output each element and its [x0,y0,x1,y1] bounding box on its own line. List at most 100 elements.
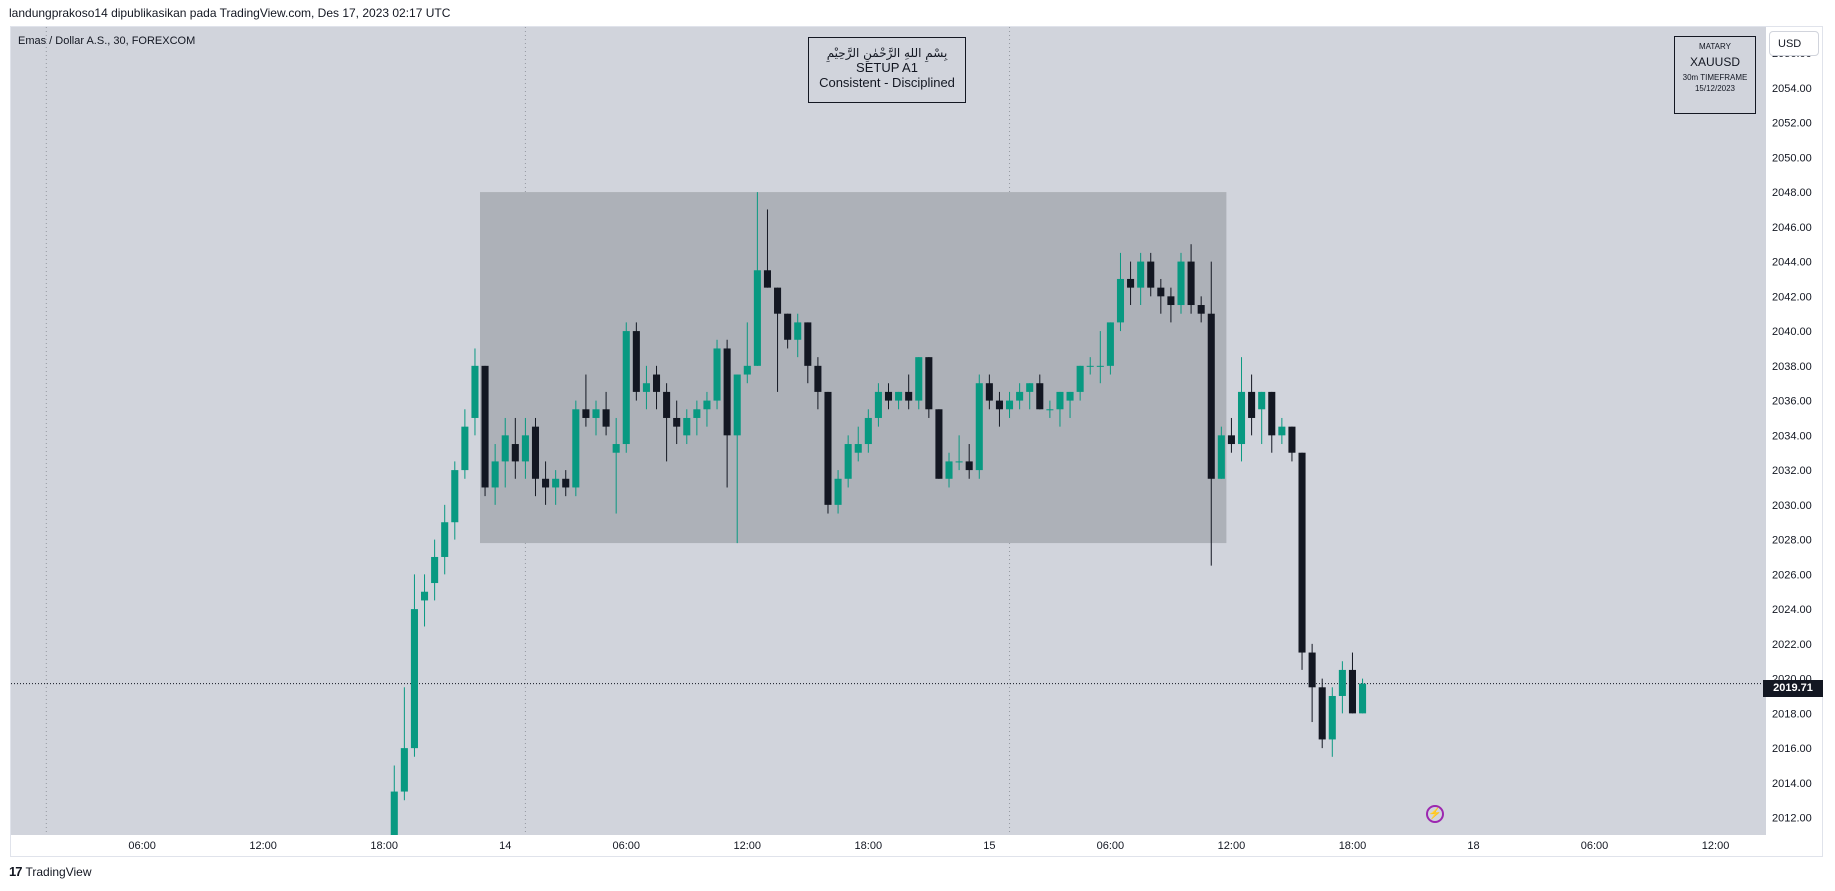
candle-body-bull [895,391,903,401]
time-tick-label: 12:00 [1218,840,1246,852]
candle-body-bull [945,461,953,479]
info-author: MATARY [1698,42,1731,51]
candle-body-bear [1348,669,1356,714]
price-tick-label: 2026.00 [1772,569,1812,581]
candle-body-bull [521,435,529,462]
price-tick-label: 2024.00 [1772,604,1812,616]
candle-body-bull [1046,409,1054,411]
candle-body-bear [542,478,550,488]
current-price-tag: 2019.71 [1763,680,1823,697]
info-timeframe: 30m TIMEFRAME [1682,73,1748,82]
candle-body-bear [884,391,893,401]
time-tick-label: 06:00 [1097,840,1125,852]
candle-body-bull [915,357,923,401]
candle-body-bull [844,444,852,479]
price-tick-label: 2038.00 [1772,361,1812,373]
time-tick-label: 12:00 [734,840,762,852]
candle-body-bull [743,365,751,375]
candle-body-bull [834,478,842,505]
candle-body-bear [995,400,1003,410]
price-tick-label: 2046.00 [1772,222,1812,234]
candle-body-bull [693,409,701,418]
candle-body-bear [1036,383,1044,410]
candle-body-bull [1237,391,1246,445]
candle-body-bull [1086,365,1094,367]
price-axis-background [1766,27,1822,856]
candle-body-bear [824,391,832,505]
candle-body-bull [864,417,872,445]
time-tick-label: 12:00 [1702,840,1730,852]
time-tick-label: 14 [499,840,511,852]
time-tick-label: 12:00 [249,840,277,852]
lightning-icon[interactable]: ⚡ [1426,805,1444,823]
time-tick-label: 06:00 [128,840,156,852]
tradingview-logo-icon: 17 [9,864,23,879]
candlestick-chart[interactable]: 2012.002014.002016.002018.002020.002022.… [11,27,1822,856]
price-tick-label: 2034.00 [1772,430,1812,442]
info-symbol: XAUUSD [1689,55,1740,69]
candle-body-bull [451,470,459,523]
candle-body-bear [965,461,973,471]
candle-body-bull [1096,365,1104,367]
candle-body-bull [1137,261,1145,288]
candle-body-bull [713,348,721,401]
time-tick-label: 18:00 [855,840,883,852]
candle-body-bull [874,391,882,418]
symbol-label[interactable]: Emas / Dollar A.S., 30, FOREXCOM [18,35,196,47]
candle-body-bear [763,270,771,288]
candle-body-bear [905,391,913,401]
candle-body-bear [1157,287,1165,297]
candle-body-bear [723,348,731,436]
candle-body-bear [935,409,943,479]
candle-body-bull [1056,391,1064,410]
time-tick-label: 18:00 [1339,840,1367,852]
candle-body-bull [1278,426,1286,436]
price-tick-label: 2044.00 [1772,257,1812,269]
candle-body-bear [925,357,933,410]
candle-body-bear [1227,435,1235,445]
time-tick-label: 06:00 [612,840,640,852]
candle-body-bear [1268,391,1276,436]
candle-body-bull [683,417,691,436]
price-tick-label: 2018.00 [1772,708,1812,720]
candle-body-bull [1016,391,1024,401]
candle-body-bear [582,409,590,418]
candle-body-bear [784,313,792,340]
publish-info: landungprakoso14 dipublikasikan pada Tra… [9,6,451,20]
candle-body-bear [1187,261,1195,306]
candle-body-bear [1197,305,1205,314]
candle-body-bull [1338,669,1346,696]
candle-body-bull [612,444,620,453]
price-tick-label: 2028.00 [1772,535,1812,547]
candle-body-bull [975,383,983,471]
candle-body-bull [1359,683,1367,714]
basmala-text: بِسْمِ اللهِ الرَّحْمٰنِ الرَّحِيْمِ [826,46,948,60]
info-date: 15/12/2023 [1694,84,1736,93]
range-box [480,192,1227,544]
chart-pane[interactable]: 2012.002014.002016.002018.002020.002022.… [10,26,1823,857]
candle-body-bull [642,383,650,392]
candle-body-bull [1106,322,1114,366]
candle-body-bear [602,409,610,427]
price-tick-label: 2040.00 [1772,326,1812,338]
candle-body-bear [804,322,812,366]
candle-body-bull [753,270,761,366]
candle-body-bull [1116,278,1125,323]
candle-body-bear [1167,296,1175,306]
info-box: MATARY XAUUSD 30m TIMEFRAME 15/12/2023 [1674,36,1756,114]
price-tick-label: 2022.00 [1772,639,1812,651]
candle-body-bull [410,609,418,749]
candle-body-bear [1207,313,1215,479]
candle-body-bear [531,426,540,479]
candle-body-bear [652,374,661,392]
candle-body-bull [552,478,560,488]
candle-body-bull [854,444,862,453]
candle-body-bull [421,591,429,601]
candle-body-bear [1308,652,1316,688]
candle-body-bull [733,374,741,436]
candle-body-bull [390,791,398,835]
currency-button[interactable]: USD [1769,31,1819,56]
price-tick-label: 2032.00 [1772,465,1812,477]
tradingview-logo[interactable]: 17 TradingView [9,864,92,879]
candle-body-bull [572,409,580,488]
